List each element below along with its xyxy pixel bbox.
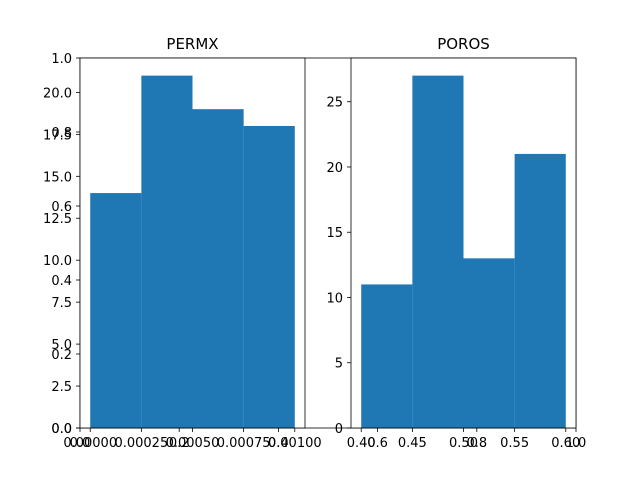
background-y-tick-label-4: 0.8 [51,126,72,141]
permx-bar-1 [90,193,142,428]
permx-x-tick-label-3: 0.00075 [217,436,271,451]
permx-y-tick-label-7: 17.5 [43,128,72,143]
permx-y-tick-label-5: 12.5 [43,212,72,227]
background-x-tick-label-4: 0.8 [466,436,487,451]
background-y-tick-label-0: 0.0 [51,422,72,437]
background-x-tick-label-0: 0.0 [70,436,91,451]
permx-y-tick-label-4: 10.0 [43,254,72,269]
poros-y-tick-label-1: 5 [335,357,343,372]
background-x-tick-label-5: 1.0 [566,436,587,451]
permx-bar-4 [243,125,295,429]
poros-bar-4 [514,153,566,429]
poros-x-tick-label-4: 0.60 [551,436,580,451]
background-y-tick-label-3: 0.6 [51,200,72,215]
permx-bar-3 [192,109,244,428]
poros-y-tick-label-4: 20 [326,161,343,176]
permx-x-tick-label-0: 0.00000 [63,436,117,451]
permx-y-tick-label-6: 15.0 [43,170,72,185]
permx-y-tick-label-0: 0.0 [51,422,72,437]
permx-title: PERMX [166,35,218,53]
poros-bar-1 [361,284,413,428]
background-x-tick-label-3: 0.6 [367,436,388,451]
permx-y-tick-label-2: 5.0 [51,338,72,353]
background-y-tick-label-2: 0.4 [51,274,72,289]
permx-y-tick-label-1: 2.5 [51,380,72,395]
background-y-tick-label-5: 1.0 [51,52,72,67]
background-y-tick-label-1: 0.2 [51,348,72,363]
permx-y-tick-label-3: 7.5 [51,296,72,311]
background-x-tick-label-2: 0.4 [268,436,289,451]
poros-x-tick-label-2: 0.50 [449,436,478,451]
poros-y-tick-label-0: 0 [335,422,343,437]
background-x-tick-label-1: 0.2 [169,436,190,451]
poros-bar-3 [463,258,515,428]
poros-y-tick-label-2: 10 [326,291,343,306]
poros-bar-2 [412,75,464,428]
poros-y-tick-label-3: 15 [326,226,343,241]
poros-x-tick-label-3: 0.55 [500,436,529,451]
poros-x-tick-label-1: 0.45 [398,436,427,451]
permx-x-tick-label-4: 0.00100 [268,436,322,451]
permx-x-tick-label-2: 0.00050 [166,436,220,451]
permx-bar-2 [141,75,193,428]
poros-y-tick-label-5: 25 [326,96,343,111]
permx-x-tick-label-1: 0.00025 [114,436,168,451]
permx-y-tick-label-8: 20.0 [43,86,72,101]
poros-x-tick-label-0: 0.40 [347,436,376,451]
poros-axes: 0.40 0.45 0.50 0.55 0.60 0 5 10 15 20 25 POROS [326,35,580,451]
poros-title: POROS [437,35,490,53]
